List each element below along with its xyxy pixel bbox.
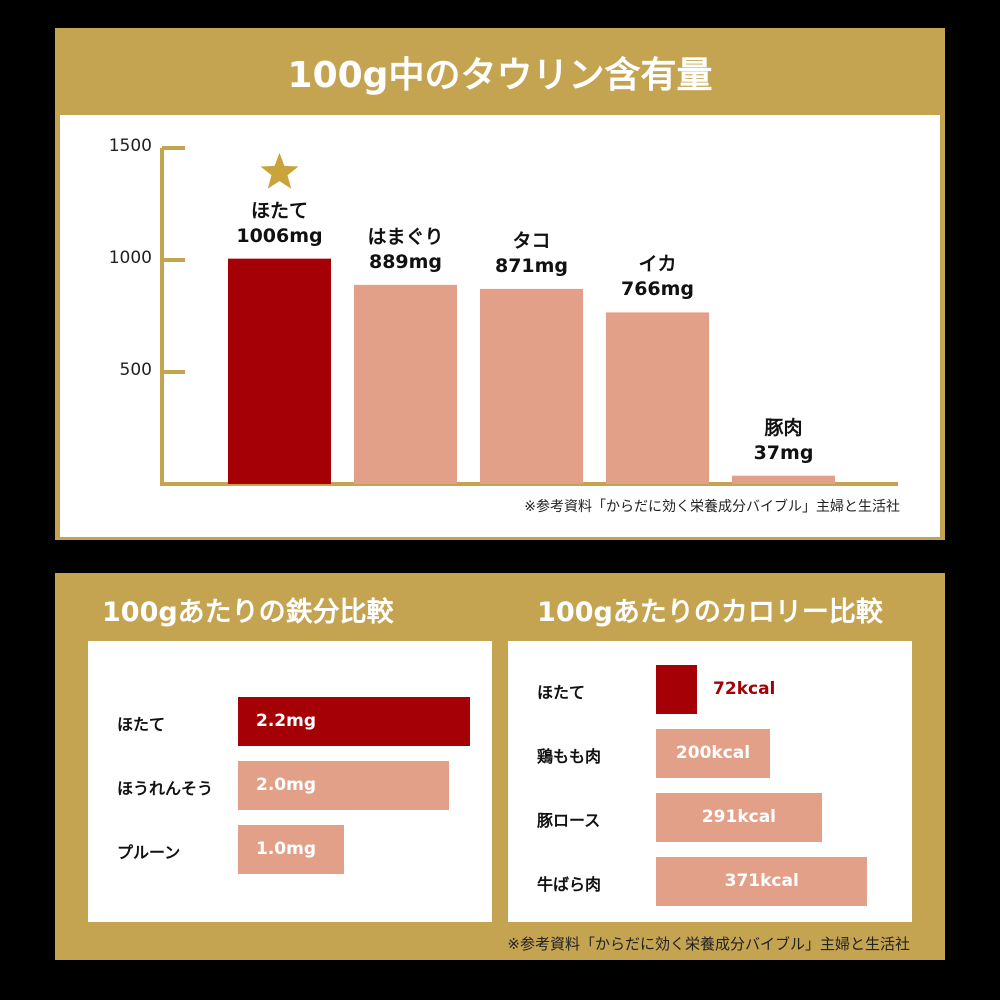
- iron-title: 100gあたりの鉄分比較: [102, 597, 394, 628]
- row-label: 鶏もも肉: [537, 746, 602, 766]
- bar-value-label: 1006mg: [236, 224, 323, 247]
- bar-value-label: 371kcal: [724, 870, 799, 891]
- bar-value-label: 2.0mg: [256, 774, 316, 795]
- bar-3: [656, 857, 868, 906]
- bar-category-label: ほたて: [250, 199, 308, 222]
- source-note-bottom: ※参考資料「からだに効く栄養成分バイブル」主婦と生活社: [507, 935, 910, 953]
- source-note-top: ※参考資料「からだに効く栄養成分バイブル」主婦と生活社: [524, 499, 900, 515]
- bar-0: [238, 697, 471, 746]
- bar-value-label: 889mg: [368, 250, 443, 273]
- bar-value-label: 37mg: [753, 441, 814, 464]
- row-label: 豚ロース: [537, 810, 601, 830]
- star-icon: [260, 152, 299, 189]
- y-tick-label: 1000: [108, 248, 152, 268]
- bar-0: [656, 665, 698, 714]
- row-label: ほたて: [117, 714, 166, 734]
- bar-value-label: 2.2mg: [256, 710, 316, 731]
- bar-category-label: イカ: [638, 253, 677, 276]
- row-label: プルーン: [117, 842, 181, 862]
- bar-value-label: 1.0mg: [256, 838, 316, 859]
- bar-category-label: タコ: [512, 229, 551, 252]
- bar-value-label: 766mg: [620, 278, 695, 301]
- taurine-title: 100g中のタウリン含有量: [287, 55, 713, 96]
- row-label: ほたて: [537, 682, 586, 702]
- bar-2: [480, 288, 583, 484]
- bar-3: [606, 312, 709, 484]
- bar-2: [656, 793, 822, 842]
- bar-0: [228, 258, 331, 484]
- bar-2: [238, 825, 344, 874]
- bar-value-label: 200kcal: [675, 742, 751, 763]
- y-tick-label: 1500: [108, 136, 152, 156]
- bar-value-label: 72kcal: [713, 678, 776, 699]
- bar-value-label: 291kcal: [701, 806, 777, 827]
- bar-category-label: 豚肉: [764, 416, 803, 439]
- bar-1: [354, 284, 457, 484]
- row-label: ほうれんそう: [117, 778, 214, 798]
- bar-1: [238, 761, 449, 810]
- calorie-title: 100gあたりのカロリー比較: [537, 597, 883, 628]
- bar-value-label: 871mg: [494, 254, 569, 277]
- y-tick-label: 500: [119, 360, 152, 380]
- taurine-chart: [160, 146, 898, 486]
- bar-1: [656, 729, 770, 778]
- bar-4: [732, 475, 835, 484]
- bar-category-label: はまぐり: [367, 225, 444, 248]
- row-label: 牛ばら肉: [537, 874, 602, 894]
